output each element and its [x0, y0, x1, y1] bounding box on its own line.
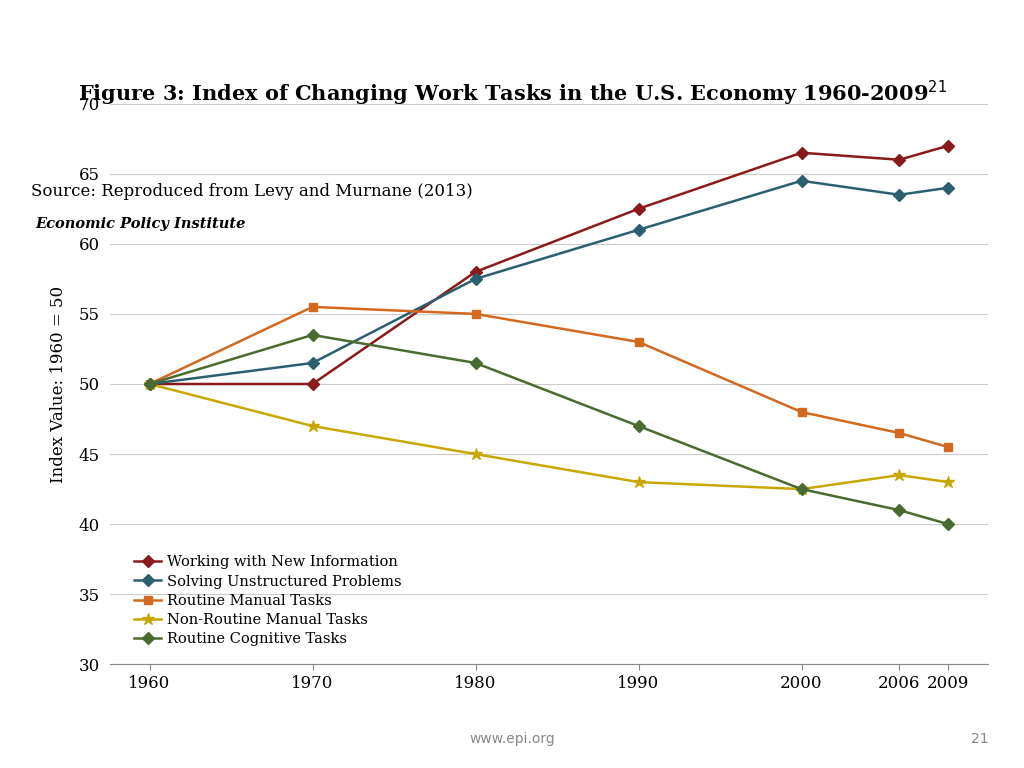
Y-axis label: Index Value: 1960 = 50: Index Value: 1960 = 50 [50, 286, 68, 482]
Non-Routine Manual Tasks [633, 478, 645, 487]
Working with New Information [796, 148, 808, 157]
Routine Cognitive Tasks [306, 330, 318, 339]
Routine Manual Tasks [633, 337, 645, 346]
Non-Routine Manual Tasks [942, 478, 954, 487]
Solving Unstructured Problems [306, 359, 318, 368]
Solving Unstructured Problems [942, 184, 954, 193]
Working with New Information [633, 204, 645, 214]
Non-Routine Manual Tasks [893, 471, 905, 480]
Non-Routine Manual Tasks [306, 422, 318, 431]
Routine Cognitive Tasks [143, 379, 156, 389]
Text: Economic Policy Institute: Economic Policy Institute [36, 217, 246, 230]
Working with New Information [306, 379, 318, 389]
Routine Cognitive Tasks [469, 359, 481, 368]
Routine Cognitive Tasks [893, 505, 905, 515]
Text: Source: Reproduced from Levy and Murnane (2013): Source: Reproduced from Levy and Murnane… [31, 183, 472, 200]
Routine Manual Tasks [143, 379, 156, 389]
Working with New Information [942, 141, 954, 151]
Text: 21: 21 [971, 733, 988, 746]
Routine Manual Tasks [469, 310, 481, 319]
Routine Manual Tasks [893, 429, 905, 438]
Text: Figure 3: Index of Changing Work Tasks in the U.S. Economy 1960-2009$^{21}$: Figure 3: Index of Changing Work Tasks i… [78, 79, 946, 108]
Legend: Working with New Information, Solving Unstructured Problems, Routine Manual Task: Working with New Information, Solving Un… [134, 555, 401, 646]
Line: Solving Unstructured Problems: Solving Unstructured Problems [145, 177, 952, 388]
Routine Cognitive Tasks [633, 422, 645, 431]
Line: Routine Manual Tasks: Routine Manual Tasks [145, 303, 952, 452]
Line: Working with New Information: Working with New Information [145, 141, 952, 388]
Solving Unstructured Problems [893, 190, 905, 200]
Working with New Information [469, 267, 481, 276]
Line: Non-Routine Manual Tasks: Non-Routine Manual Tasks [143, 378, 954, 495]
Solving Unstructured Problems [796, 176, 808, 185]
Line: Routine Cognitive Tasks: Routine Cognitive Tasks [145, 331, 952, 528]
Non-Routine Manual Tasks [796, 485, 808, 494]
Solving Unstructured Problems [469, 274, 481, 283]
Working with New Information [893, 155, 905, 164]
Routine Cognitive Tasks [942, 520, 954, 529]
Routine Manual Tasks [796, 407, 808, 416]
Routine Manual Tasks [306, 303, 318, 312]
Working with New Information [143, 379, 156, 389]
Text: www.epi.org: www.epi.org [469, 733, 555, 746]
Routine Manual Tasks [942, 442, 954, 452]
Solving Unstructured Problems [143, 379, 156, 389]
Solving Unstructured Problems [633, 225, 645, 234]
Non-Routine Manual Tasks [143, 379, 156, 389]
Routine Cognitive Tasks [796, 485, 808, 494]
Non-Routine Manual Tasks [469, 449, 481, 458]
